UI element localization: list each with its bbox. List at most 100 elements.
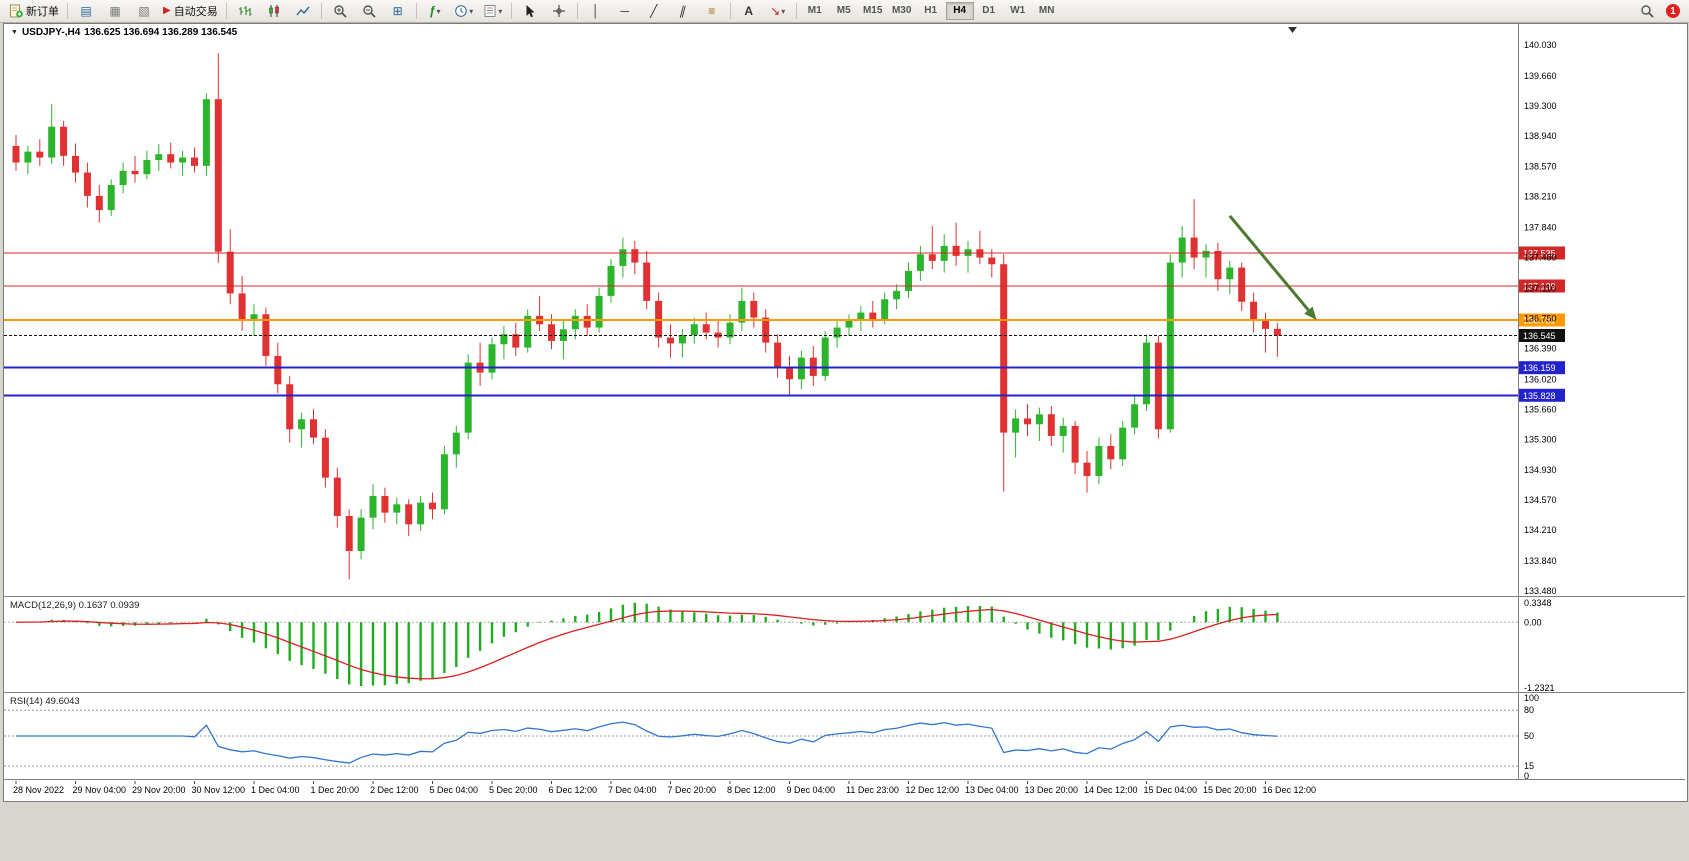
chart-shift-marker[interactable] [1288,27,1297,33]
auto-trading-label: 自动交易 [173,6,218,18]
main-toolbar: 新订单 ▤ ▦ ▧ ▶ 自动交易 ⊞ ƒ ▾ ▾ ▾ │ ─ ╱ ∥ ≡ [0,0,1689,23]
rsi-label: RSI(14) 49.6043 [10,696,80,707]
candlestick-series [12,53,1281,580]
price-axis[interactable]: 137.535 137.139 136.731 136.159 135.828 136.5… [4,24,1685,781]
main-chart-pane[interactable] [4,27,1518,580]
trend-arrow[interactable] [1228,214,1310,312]
zoom-out-icon [363,5,376,18]
symbol-dropdown-icon: ▼ [11,29,18,36]
notification-badge[interactable]: 1 [1666,4,1680,18]
periods-button[interactable]: ▾ [450,1,478,21]
chevron-down-icon: ▾ [469,6,474,16]
new-order-button[interactable]: 新订单 [5,1,63,21]
templates-button[interactable]: ▾ [479,1,507,21]
svg-text:136.020: 136.020 [1524,374,1557,384]
svg-text:139.660: 139.660 [1524,71,1557,81]
svg-text:138.570: 138.570 [1524,162,1557,172]
channel-button[interactable]: ∥ [669,1,697,21]
timeframe-h1[interactable]: H1 [924,5,938,16]
svg-text:133.840: 133.840 [1524,556,1557,566]
line-chart-button[interactable] [289,1,317,21]
svg-text:28 Nov 2022: 28 Nov 2022 [13,785,64,795]
svg-text:137.139: 137.139 [1523,281,1556,291]
rsi-pane[interactable] [4,709,1518,767]
svg-text:0.3348: 0.3348 [1524,598,1552,608]
trendline-button[interactable]: ╱ [640,1,668,21]
timeframe-mn[interactable]: MN [1038,5,1055,16]
market-watch-icon: ▤ [80,4,92,18]
chart-window[interactable]: 137.535 137.139 136.731 136.159 135.828 136.5… [3,23,1688,802]
market-watch-button[interactable]: ▤ [72,1,100,21]
svg-text:15 Dec 20:00: 15 Dec 20:00 [1203,785,1257,795]
data-window-icon: ▦ [109,4,121,18]
arrows-button[interactable]: ↘ ▾ [764,1,792,21]
tile-windows-button[interactable]: ⊞ [384,1,412,21]
price-line-badge [1519,246,1565,260]
svg-text:137.110: 137.110 [1524,283,1556,293]
svg-text:138.940: 138.940 [1524,131,1557,141]
cursor-button[interactable] [516,1,544,21]
zoom-out-button[interactable] [355,1,383,21]
svg-text:135.300: 135.300 [1524,434,1557,444]
indicators-button[interactable]: ƒ ▾ [421,1,449,21]
svg-text:134.930: 134.930 [1524,465,1557,475]
crosshair-button[interactable] [545,1,573,21]
cursor-icon [526,5,535,18]
data-window-button[interactable]: ▦ [101,1,129,21]
timeframe-m30[interactable]: M30 [891,5,912,16]
timeframe-w1[interactable]: W1 [1010,5,1026,16]
fibonacci-icon: ≡ [708,4,716,18]
chart-symbol-period: USDJPY-,H4 [21,27,81,38]
time-axis[interactable]: 28 Nov 2022 29 Nov 04:00 29 Nov 20:00 30 No… [13,781,1316,795]
timeframe-m5[interactable]: M5 [836,5,851,16]
svg-text:13 Dec 04:00: 13 Dec 04:00 [965,785,1019,795]
svg-text:136.390: 136.390 [1524,343,1557,353]
rsi-line [16,721,1278,764]
chevron-down-icon: ▾ [436,6,441,16]
candlestick-chart-icon [268,5,279,17]
svg-text:134.570: 134.570 [1524,495,1557,505]
svg-text:11 Dec 23:00: 11 Dec 23:00 [846,785,899,795]
fibonacci-button[interactable]: ≡ [698,1,726,21]
svg-text:30 Nov 12:00: 30 Nov 12:00 [192,785,246,795]
svg-text:1 Dec 04:00: 1 Dec 04:00 [251,785,300,795]
macd-signal-line [15,608,1278,680]
svg-text:136.731: 136.731 [1523,316,1556,326]
svg-text:136.750: 136.750 [1524,313,1557,323]
macd-label: MACD(12,26,9) 0.1637 0.0939 [10,600,140,611]
search-button[interactable] [1633,1,1661,21]
trendline-icon: ╱ [650,4,658,18]
horizontal-line-button[interactable]: ─ [611,1,639,21]
vertical-line-button[interactable]: │ [582,1,610,21]
toolbar-separator [729,3,731,19]
candlestick-chart-button[interactable] [260,1,288,21]
arrows-icon: ↘ [770,4,781,18]
macd-pane[interactable] [4,602,1518,687]
chevron-down-icon: ▾ [498,6,503,16]
timeframe-m1[interactable]: M1 [807,5,822,16]
zoom-in-button[interactable] [326,1,354,21]
svg-text:137.840: 137.840 [1524,223,1557,233]
svg-text:13 Dec 20:00: 13 Dec 20:00 [1025,785,1079,795]
price-line-badge [1519,388,1565,402]
text-button[interactable]: A [735,1,763,21]
auto-trading-icon: ▶ [163,5,171,16]
trend-arrow-head [1304,306,1317,321]
timeframe-d1[interactable]: D1 [982,5,996,16]
bar-chart-button[interactable] [231,1,259,21]
svg-text:134.210: 134.210 [1524,525,1557,535]
chevron-down-icon: ▾ [781,6,786,16]
chart-canvas[interactable]: 137.535 137.139 136.731 136.159 135.828 136.5… [4,24,1685,799]
navigator-button[interactable]: ▧ [130,1,158,21]
svg-text:1 Dec 20:00: 1 Dec 20:00 [311,785,360,795]
timeframe-h4[interactable]: H4 [945,2,974,20]
toolbar-separator [320,3,322,19]
timeframe-m15[interactable]: M15 [862,5,883,16]
svg-text:29 Nov 04:00: 29 Nov 04:00 [73,785,127,795]
svg-text:136.159: 136.159 [1523,363,1556,373]
crosshair-icon [552,5,565,17]
search-icon [1641,5,1654,18]
template-icon [484,5,496,17]
auto-trading-button[interactable]: ▶ 自动交易 [159,1,222,21]
